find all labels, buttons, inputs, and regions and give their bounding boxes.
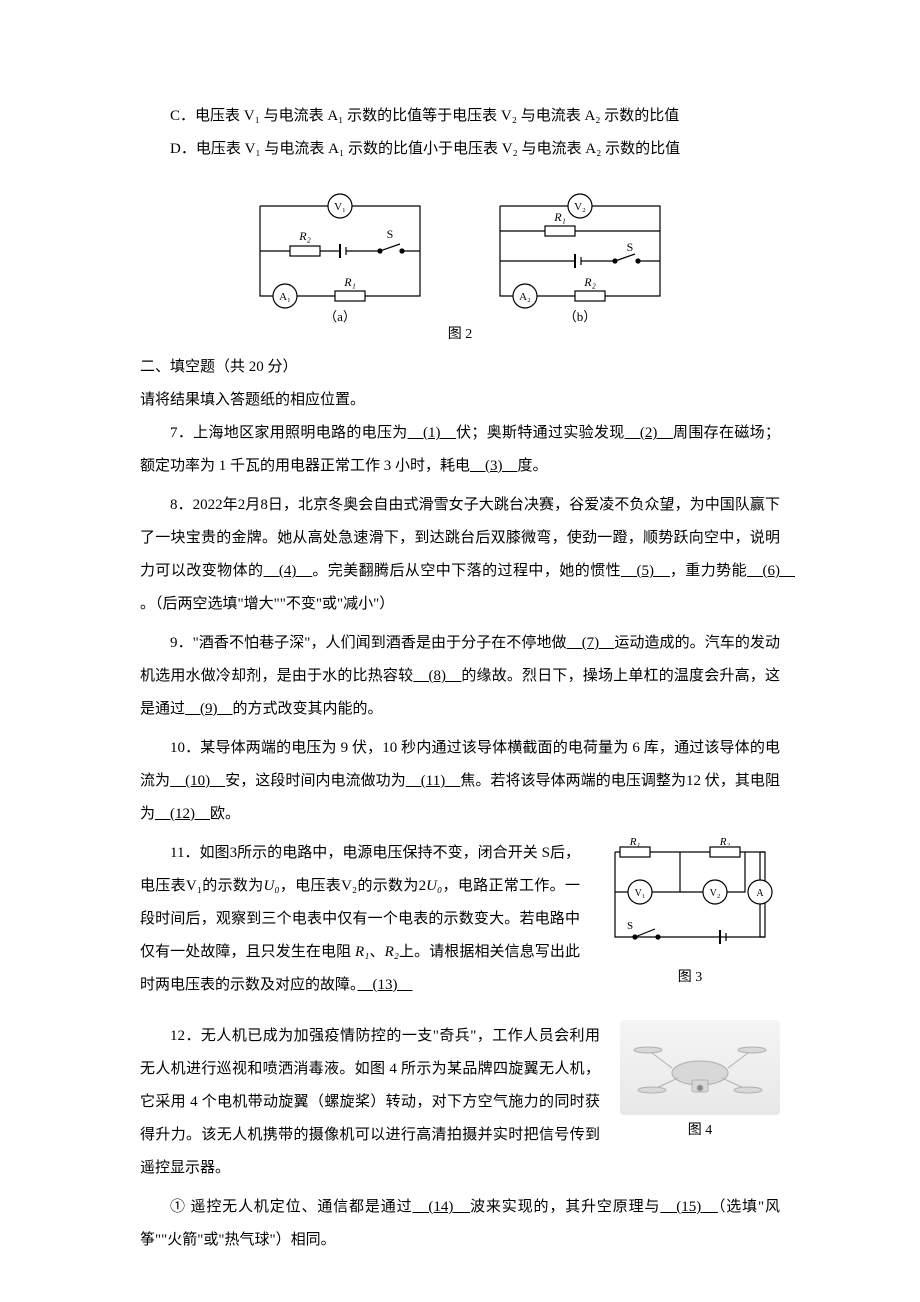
blank-4: (4) [264,563,313,579]
circuit-a-a1: A₁ [279,291,291,303]
fig3-v1: V₁ [635,888,646,899]
circuit-b-r2: R₂ [583,275,596,289]
circuit-a-label: （a） [324,309,356,324]
blank-6: (6) [747,563,795,579]
fig4-caption: 图 4 [620,1119,780,1139]
fig3-r1: R₁ [629,837,641,848]
q11-wrap: 11．如图3所示的电路中，电源电压保持不变，闭合开关 S后，电压表V₁的示数为U… [140,837,780,1002]
circuit-a: V₁ R₂ S A₁ R₁ （a） [240,176,440,331]
figure-2-row: V₁ R₂ S A₁ R₁ （a） [140,176,780,331]
blank-15: (15) [660,1199,718,1215]
fig3-s: S [627,920,633,932]
figure-3: R₁ R₂ V₁ V₂ A S 图 3 [600,837,780,986]
section-2-title: 二、填空题（共 20 分） [140,351,780,384]
q8: 8．2022年2月8日，北京冬奥会自由式滑雪女子大跳台决赛，谷爱凌不负众望，为中… [140,489,780,621]
q10: 10．某导体两端的电压为 9 伏，10 秒内通过该导体横截面的电荷量为 6 库，… [140,732,780,831]
q7: 7．上海地区家用照明电路的电压为 (1) 伏；奥斯特通过实验发现 (2) 周围存… [140,417,780,483]
blank-5: (5) [621,563,670,579]
circuit-b: V₂ R₁ S A₂ R₂ （b） [480,176,680,331]
fig3-caption: 图 3 [600,966,780,986]
fig2-caption: 图 2 [140,323,780,343]
fig3-a: A [756,888,764,899]
blank-8: (8) [413,668,461,684]
section-2-subtitle: 请将结果填入答题纸的相应位置。 [140,384,780,417]
circuit-b-svg: V₂ R₁ S A₂ R₂ （b） [480,176,680,326]
blank-13: (13) [358,977,413,993]
blank-1: (1) [408,425,456,441]
q12: 12．无人机已成为加强疫情防控的一支"奇兵"，工作人员会利用无人机进行巡视和喷洒… [140,1020,600,1185]
drone-image [620,1020,780,1115]
blank-10: (10) [170,773,225,789]
circuit-b-a2: A₂ [519,291,531,303]
circuit-a-r1: R₁ [343,275,356,289]
circuit-b-label: （b） [564,309,597,324]
circuit-b-r1: R₁ [553,210,566,224]
circuit-a-v1: V₁ [334,201,346,213]
option-c: C．电压表 V₁ 与电流表 A₁ 示数的比值等于电压表 V₂ 与电流表 A₂ 示… [140,100,780,133]
fig3-r2: R₂ [719,837,731,848]
q12-sub1: ① 遥控无人机定位、通信都是通过 (14) 波来实现的，其升空原理与 (15) … [140,1191,780,1257]
circuit-fig3-svg: R₁ R₂ V₁ V₂ A S [600,837,780,957]
circuit-b-v2: V₂ [574,201,586,213]
option-d: D．电压表 V₁ 与电流表 A₁ 示数的比值小于电压表 V₂ 与电流表 A₂ 示… [140,133,780,166]
q12-wrap: 12．无人机已成为加强疫情防控的一支"奇兵"，工作人员会利用无人机进行巡视和喷洒… [140,1020,780,1185]
blank-2: (2) [625,425,673,441]
circuit-a-s: S [387,227,394,241]
figure-4: 图 4 [620,1020,780,1139]
fig3-v2: V₂ [710,888,721,899]
blank-12: (12) [155,806,210,822]
blank-11: (11) [406,773,461,789]
circuit-b-s: S [627,240,634,254]
blank-9: (9) [185,701,233,717]
drone-svg [630,1028,770,1108]
blank-7: (7) [567,635,615,651]
q9: 9．"酒香不怕巷子深"，人们闻到酒香是由于分子在不停地做 (7) 运动造成的。汽… [140,627,780,726]
blank-3: (3) [470,458,518,474]
q11: 11．如图3所示的电路中，电源电压保持不变，闭合开关 S后，电压表V₁的示数为U… [140,837,580,1002]
blank-14: (14) [412,1199,470,1215]
circuit-a-svg: V₁ R₂ S A₁ R₁ （a） [240,176,440,326]
circuit-a-r2: R₂ [298,229,311,243]
